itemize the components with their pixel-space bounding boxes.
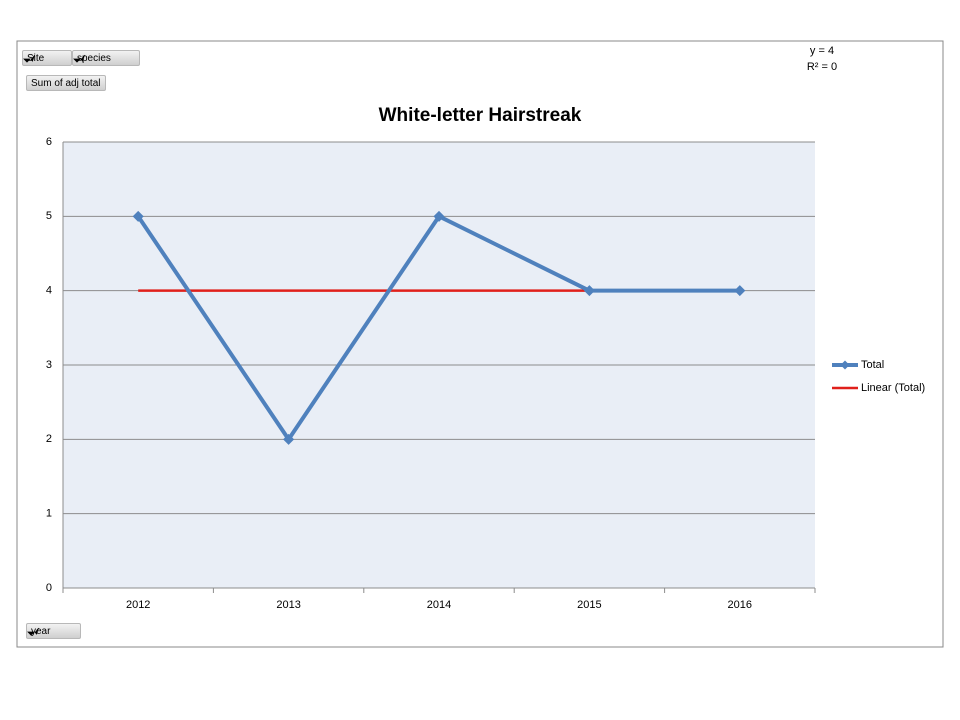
dropdown-icon <box>23 54 35 63</box>
filter-label: Site <box>27 53 45 64</box>
trend-equation: y = 4 <box>810 45 834 57</box>
y-tick-label: 5 <box>46 210 52 222</box>
x-tick-label: 2014 <box>427 599 451 611</box>
y-tick-label: 0 <box>46 582 52 594</box>
x-tick-label: 2013 <box>276 599 300 611</box>
data-marker <box>433 210 445 222</box>
x-tick-label: 2015 <box>577 599 601 611</box>
filter-label: species <box>77 53 111 64</box>
legend-label: Total <box>861 359 884 371</box>
axis-field-label: year <box>31 626 51 637</box>
legend-label: Linear (Total) <box>861 382 925 394</box>
trend-r2: R² = 0 <box>807 61 837 73</box>
y-tick-label: 6 <box>46 136 52 148</box>
data-marker <box>132 210 144 222</box>
filter-button[interactable]: species <box>72 50 140 66</box>
data-marker <box>283 433 295 445</box>
data-marker <box>734 285 746 297</box>
y-tick-label: 3 <box>46 359 52 371</box>
y-tick-label: 4 <box>46 285 52 297</box>
dropdown-icon <box>73 54 85 63</box>
legend-marker <box>840 360 850 370</box>
value-field-label: Sum of adj total <box>31 78 101 89</box>
y-tick-label: 2 <box>46 433 52 445</box>
data-marker <box>583 285 595 297</box>
x-tick-label: 2016 <box>728 599 752 611</box>
value-field-button[interactable]: Sum of adj total <box>26 75 106 91</box>
dropdown-icon <box>27 627 39 636</box>
axis-field-button[interactable]: year <box>26 623 81 639</box>
filter-button[interactable]: Site <box>22 50 72 66</box>
chart-title: White-letter Hairstreak <box>379 105 582 126</box>
y-tick-label: 1 <box>46 508 52 520</box>
x-tick-label: 2012 <box>126 599 150 611</box>
